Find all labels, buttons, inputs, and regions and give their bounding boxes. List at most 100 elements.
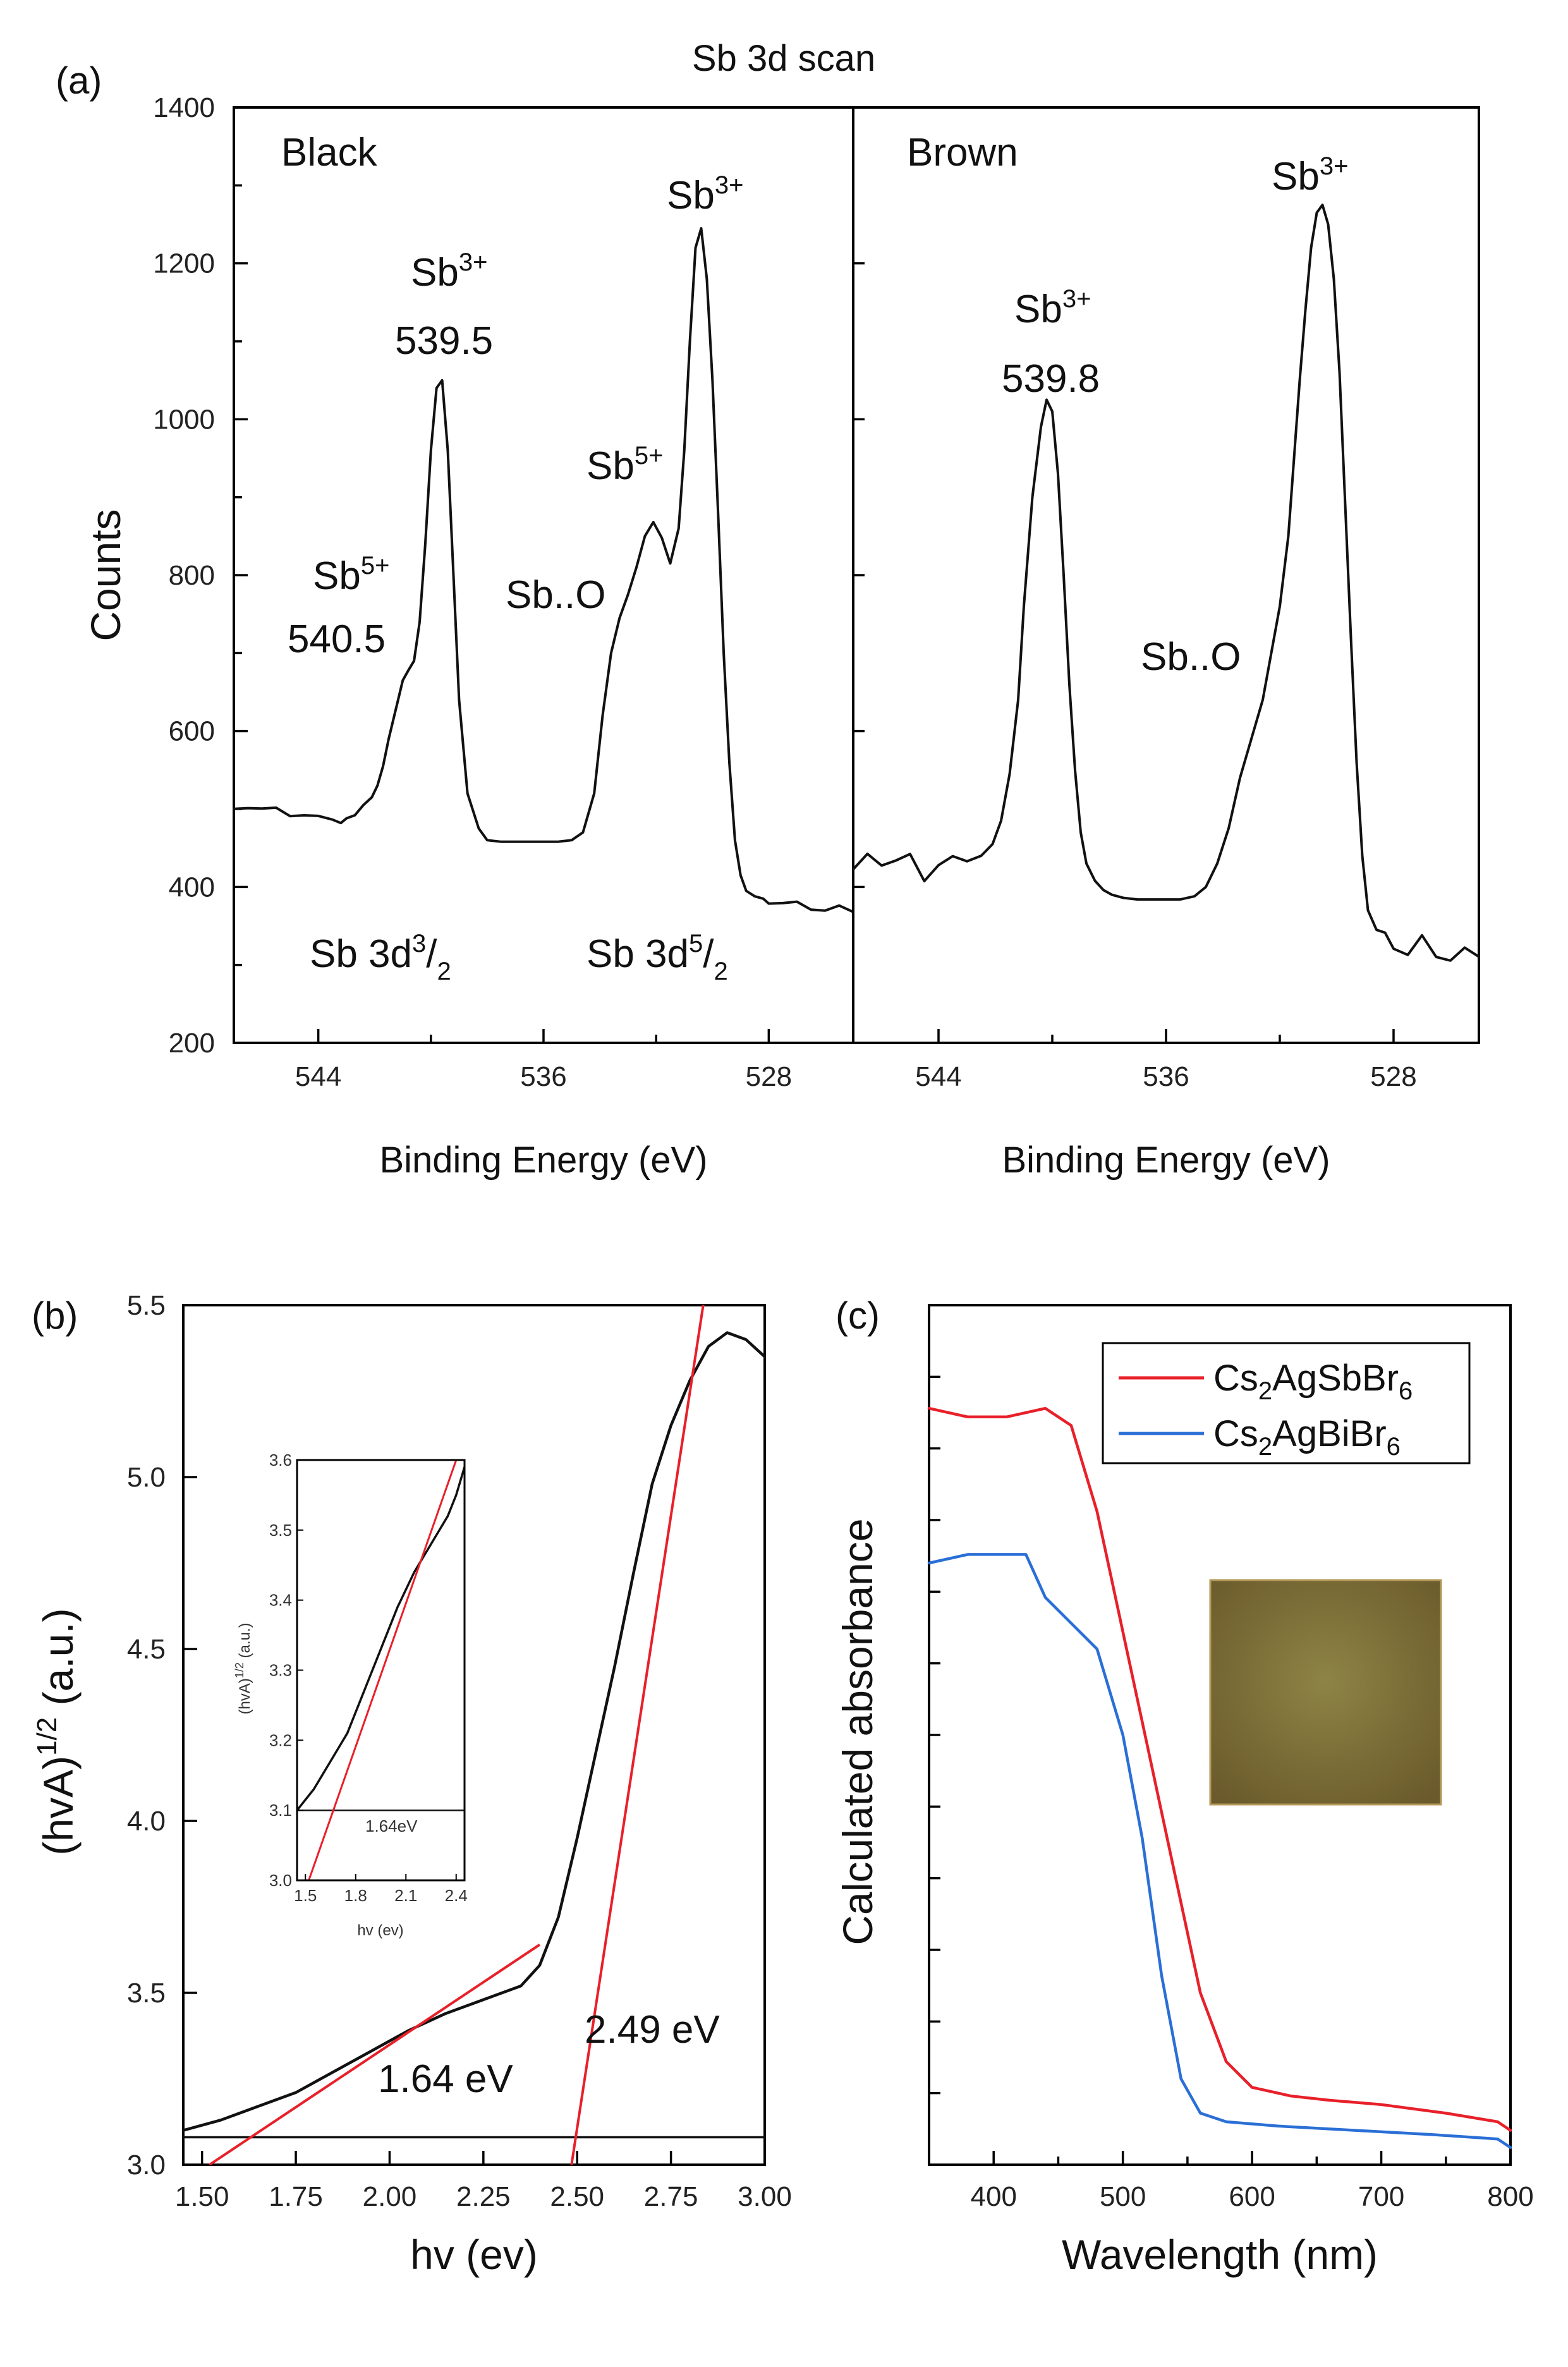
plot-area-b xyxy=(183,1305,765,2165)
y-tick-label: 3.0 xyxy=(127,2150,166,2181)
plot-frame-brown xyxy=(852,106,1480,1044)
x-tick-label: 400 xyxy=(971,2181,1017,2212)
inset-x-tick-label: 1.8 xyxy=(344,1886,367,1905)
annotation-2-49-ev: 2.49 eV xyxy=(585,2008,720,2052)
legend-label-cs2agsbbr6: Cs2AgSbBr6 xyxy=(1213,1358,1413,1405)
y-tick-label: 3.5 xyxy=(127,1978,166,2009)
series-b xyxy=(183,1305,765,2165)
figure-title-a: Sb 3d scan xyxy=(692,38,875,79)
x-axis-label-b: hv (ev) xyxy=(410,2231,538,2278)
y-tick-label: 5.0 xyxy=(127,1462,166,1493)
y-axis-label-b: (hvA)1/2 (a.u.) xyxy=(32,1608,82,1855)
chart-absorbance: 400 500 600 700 800 Calculated absorbance Wa… xyxy=(834,1304,1534,2278)
y-tick-label: 400 xyxy=(169,872,215,903)
panel-label-b: (b) xyxy=(32,1294,78,1337)
inset-chart: 3.0 3.1 3.2 3.3 3.4 3.5 3.6 1.5 1.8 2.1 2.4 hv (e… xyxy=(233,1451,468,1939)
x-axis-label-black: Binding Energy (eV) xyxy=(379,1140,707,1181)
plot-frame-b xyxy=(182,1304,766,2166)
inset-y-ticks: 3.0 3.1 3.2 3.3 3.4 3.5 3.6 xyxy=(269,1451,303,1890)
x-tick-label: 700 xyxy=(1358,2181,1404,2212)
annotation-sb3-brown-right: Sb3+ xyxy=(1272,152,1348,198)
fit-line-2-49 xyxy=(570,1305,705,2165)
inset-x-tick-label: 2.1 xyxy=(394,1886,417,1905)
chart-black: 200 400 600 800 1000 1200 1400 544 536 528 Black… xyxy=(82,92,854,1181)
annotation-sb-o-black: Sb..O xyxy=(506,573,606,617)
y-axis-ticks-a: 200 400 600 800 1000 1200 1400 xyxy=(153,92,248,1059)
inset-x-ticks: 1.5 1.8 2.1 2.4 xyxy=(294,1874,468,1905)
inset-y-tick-label: 3.4 xyxy=(269,1591,292,1610)
x-axis-ticks-c: 400 500 600 700 800 xyxy=(971,2151,1534,2212)
inset-y-tick-label: 3.0 xyxy=(269,1871,292,1890)
series-line-brown xyxy=(852,204,1480,962)
annotation-540-5: 540.5 xyxy=(288,618,386,661)
y-tick-label: 200 xyxy=(169,1028,215,1059)
annotation-sb3-left: Sb3+ xyxy=(411,248,487,295)
inset-y-label: (hvA)1/2 (a.u.) xyxy=(233,1622,253,1714)
annotation-sb-o-brown: Sb..O xyxy=(1141,635,1241,679)
x-tick-label: 3.00 xyxy=(738,2181,792,2212)
y-tick-label: 600 xyxy=(169,716,215,747)
x-axis-ticks-brown: 544 536 528 xyxy=(853,106,1417,1092)
x-tick-label: 600 xyxy=(1229,2181,1275,2212)
inset-series xyxy=(297,1460,465,1880)
inset-y-tick-label: 3.5 xyxy=(269,1521,292,1540)
inset-x-tick-label: 1.5 xyxy=(294,1886,317,1905)
series-line-cs2agsbbr6 xyxy=(927,1406,1512,2132)
x-tick-label: 2.75 xyxy=(644,2181,698,2212)
y-axis-ticks-c xyxy=(929,1375,940,2095)
y-axis-ticks-b: 3.0 3.5 4.0 4.5 5.0 5.5 xyxy=(127,1290,197,2181)
inset-y-tick-label: 3.3 xyxy=(269,1661,292,1680)
y-tick-label: 4.0 xyxy=(127,1806,166,1837)
chart-brown: 544 536 528 Brown Binding Energy (eV) Sb3+… xyxy=(852,106,1480,1181)
x-tick-label: 536 xyxy=(520,1061,566,1092)
x-tick-label: 500 xyxy=(1100,2181,1146,2212)
annotation-sb3-brown-left: Sb3+ xyxy=(1014,285,1091,331)
legend: Cs2AgSbBr6 Cs2AgBiBr6 xyxy=(1102,1342,1471,1464)
x-tick-label: 544 xyxy=(915,1061,961,1092)
inset-y-tick-label: 3.1 xyxy=(269,1801,292,1820)
series-line-tauc xyxy=(183,1331,765,2132)
y-tick-label: 1400 xyxy=(153,92,215,123)
y-axis-label-c: Calculated absorbance xyxy=(834,1518,881,1945)
annotation-1-64-ev: 1.64 eV xyxy=(378,2057,513,2101)
x-tick-label: 544 xyxy=(295,1061,341,1092)
x-tick-label: 2.25 xyxy=(456,2181,511,2212)
y-tick-label: 1000 xyxy=(153,404,215,435)
fit-line-1-64 xyxy=(209,1944,541,2165)
y-tick-label: 1200 xyxy=(153,248,215,279)
annotation-539-5: 539.5 xyxy=(395,319,493,363)
x-tick-label: 536 xyxy=(1143,1061,1189,1092)
inset-fit-line xyxy=(308,1460,458,1880)
x-tick-label: 1.50 xyxy=(175,2181,229,2212)
film-photo-swatch xyxy=(1209,1579,1442,1806)
inset-x-tick-label: 2.4 xyxy=(445,1886,468,1905)
inset-x-label: hv (ev) xyxy=(357,1922,403,1939)
x-tick-label: 528 xyxy=(746,1061,792,1092)
y-tick-label: 5.5 xyxy=(127,1290,166,1321)
x-tick-label: 2.00 xyxy=(363,2181,417,2212)
inset-series-line xyxy=(297,1466,465,1811)
panel-label-a: (a) xyxy=(56,59,102,102)
inset-y-tick-label: 3.2 xyxy=(269,1731,292,1749)
annotation-sb5-left: Sb5+ xyxy=(313,552,389,598)
inset-y-tick-label: 3.6 xyxy=(269,1451,292,1469)
annotation-539-8: 539.8 xyxy=(1002,357,1100,401)
inset-plot-area xyxy=(297,1460,465,1880)
x-axis-ticks-black: 544 536 528 xyxy=(295,1029,792,1092)
annotation-sb-3d3-2: Sb 3d3/2 xyxy=(310,930,451,985)
x-axis-label-brown: Binding Energy (eV) xyxy=(1002,1140,1330,1181)
legend-label-cs2agbibr6: Cs2AgBiBr6 xyxy=(1213,1413,1401,1461)
legend-box xyxy=(1102,1342,1471,1464)
y-tick-label: 800 xyxy=(169,560,215,591)
panel-title-brown: Brown xyxy=(907,131,1018,174)
inset-annotation-1-64ev: 1.64eV xyxy=(365,1816,418,1835)
x-tick-label: 800 xyxy=(1487,2181,1533,2212)
annotation-sb5-right: Sb5+ xyxy=(586,442,663,488)
x-tick-label: 2.50 xyxy=(550,2181,604,2212)
panel-label-c: (c) xyxy=(836,1294,880,1337)
annotation-sb-3d5-2: Sb 3d5/2 xyxy=(586,930,728,985)
y-axis-label-counts: Counts xyxy=(82,509,129,641)
series-line-cs2agbibr6 xyxy=(927,1553,1512,2150)
annotation-sb3-right: Sb3+ xyxy=(667,171,743,217)
